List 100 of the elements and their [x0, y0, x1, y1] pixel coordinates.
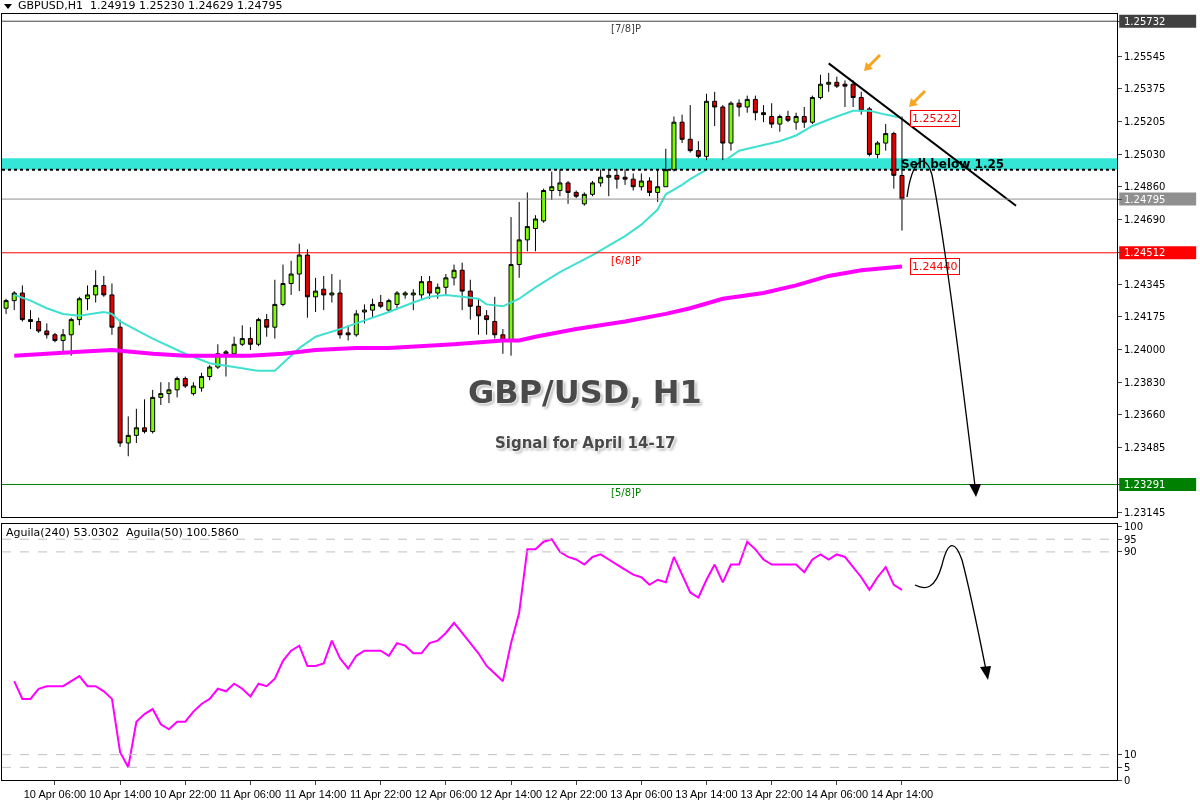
y-tick-label: 1.24860 [1124, 181, 1166, 193]
candlestick [256, 317, 262, 347]
y-tick-label: 1.23660 [1124, 409, 1166, 420]
ref-line-label: [6/8]P [611, 255, 641, 266]
candlestick [353, 309, 359, 338]
candlestick [728, 100, 734, 152]
y-tick-label: 1.24690 [1124, 213, 1166, 225]
candlestick [264, 313, 270, 338]
x-tick-label: 12 Apr 22:00 [545, 788, 608, 800]
y-tick-label: 1.25205 [1124, 115, 1166, 127]
candlestick [337, 279, 343, 340]
candlestick [467, 279, 473, 321]
y-tick-label: 0 [1124, 774, 1131, 786]
candlestick [142, 398, 148, 434]
candlestick [174, 376, 180, 398]
candlestick [818, 74, 824, 100]
candlestick [842, 79, 848, 108]
candlestick [370, 298, 376, 319]
candlestick [199, 372, 205, 393]
x-tick-label: 12 Apr 06:00 [414, 788, 478, 800]
x-tick-label: 14 Apr 14:00 [870, 788, 934, 800]
x-tick-label: 11 Apr 06:00 [219, 788, 282, 800]
candlestick [76, 296, 82, 326]
x-tick-label: 11 Apr 22:00 [349, 788, 412, 800]
candlestick [85, 284, 91, 311]
x-tick-label: 10 Apr 14:00 [88, 788, 152, 800]
candlestick [524, 191, 530, 252]
candlestick [280, 264, 286, 307]
candlestick [630, 172, 636, 192]
annotation: Aguila(240) 53.0302 Aguila(50) 100.5860 [6, 526, 239, 539]
y-tick-label: 1.23291 [1124, 479, 1166, 491]
y-tick-label: 90 [1124, 546, 1137, 558]
candlestick [28, 309, 33, 330]
candlestick [394, 290, 400, 309]
candlestick [117, 319, 123, 448]
candlestick [109, 283, 115, 336]
candlestick [239, 324, 245, 347]
candlestick [793, 112, 799, 131]
x-tick-label: 13 Apr 06:00 [610, 788, 673, 800]
candlestick [638, 172, 644, 192]
candlestick [516, 201, 522, 279]
candlestick [883, 123, 889, 152]
candlestick [60, 328, 66, 353]
ref-line-label: [7/8]P [611, 23, 641, 34]
candlestick [223, 349, 229, 378]
candlestick [769, 102, 775, 129]
x-tick-label: 10 Apr 22:00 [154, 788, 217, 800]
candlestick [712, 91, 718, 127]
y-tick-label: 1.25030 [1124, 148, 1166, 160]
candlestick [361, 303, 367, 324]
candlestick [247, 326, 253, 351]
candlestick [809, 95, 815, 125]
x-tick-label: 10 Apr 06:00 [23, 788, 87, 800]
candlestick [44, 322, 50, 340]
y-tick-label: 5 [1124, 761, 1131, 773]
y-tick-label: 1.23485 [1124, 442, 1166, 454]
y-tick-label: 1.25545 [1124, 51, 1166, 63]
y-tick-label: 95 [1124, 533, 1137, 545]
candlestick [427, 275, 433, 300]
candlestick [296, 243, 302, 292]
candlestick [777, 114, 783, 133]
y-tick-label: 1.24795 [1124, 193, 1166, 205]
candlestick [826, 72, 832, 93]
candlestick [451, 264, 457, 286]
candlestick [378, 294, 384, 309]
candlestick [435, 283, 441, 300]
candlestick [541, 188, 547, 224]
candlestick [386, 298, 392, 313]
candlestick [166, 381, 172, 404]
candlestick [475, 298, 481, 336]
y-tick-label: 100 [1124, 521, 1144, 533]
candlestick [207, 364, 213, 381]
candlestick [484, 309, 490, 336]
candlestick [125, 415, 131, 457]
candlestick [11, 290, 17, 311]
candlestick [459, 262, 465, 311]
candlestick [345, 324, 351, 341]
candlestick [695, 140, 701, 159]
candlestick [150, 389, 156, 434]
candlestick [785, 110, 791, 123]
x-tick-label: 13 Apr 22:00 [740, 788, 803, 800]
x-tick-label: 13 Apr 14:00 [675, 788, 738, 800]
candlestick [508, 216, 514, 357]
candlestick [761, 104, 767, 123]
x-tick-label: 12 Apr 14:00 [479, 788, 543, 800]
candlestick [492, 296, 498, 340]
candlestick [36, 317, 42, 334]
y-tick-label: 1.24345 [1124, 278, 1166, 290]
y-tick-label: 10 [1124, 749, 1137, 761]
y-tick-label: 1.24000 [1124, 344, 1166, 356]
candlestick [93, 269, 99, 304]
candlestick [133, 408, 139, 444]
candlestick [410, 288, 416, 311]
candlestick [573, 190, 579, 199]
candlestick [313, 277, 319, 313]
annotation: 1.25222 [912, 112, 958, 125]
candlestick [158, 381, 164, 406]
candlestick [720, 104, 726, 161]
candlestick [182, 376, 188, 389]
y-tick-label: 1.24512 [1124, 247, 1166, 259]
